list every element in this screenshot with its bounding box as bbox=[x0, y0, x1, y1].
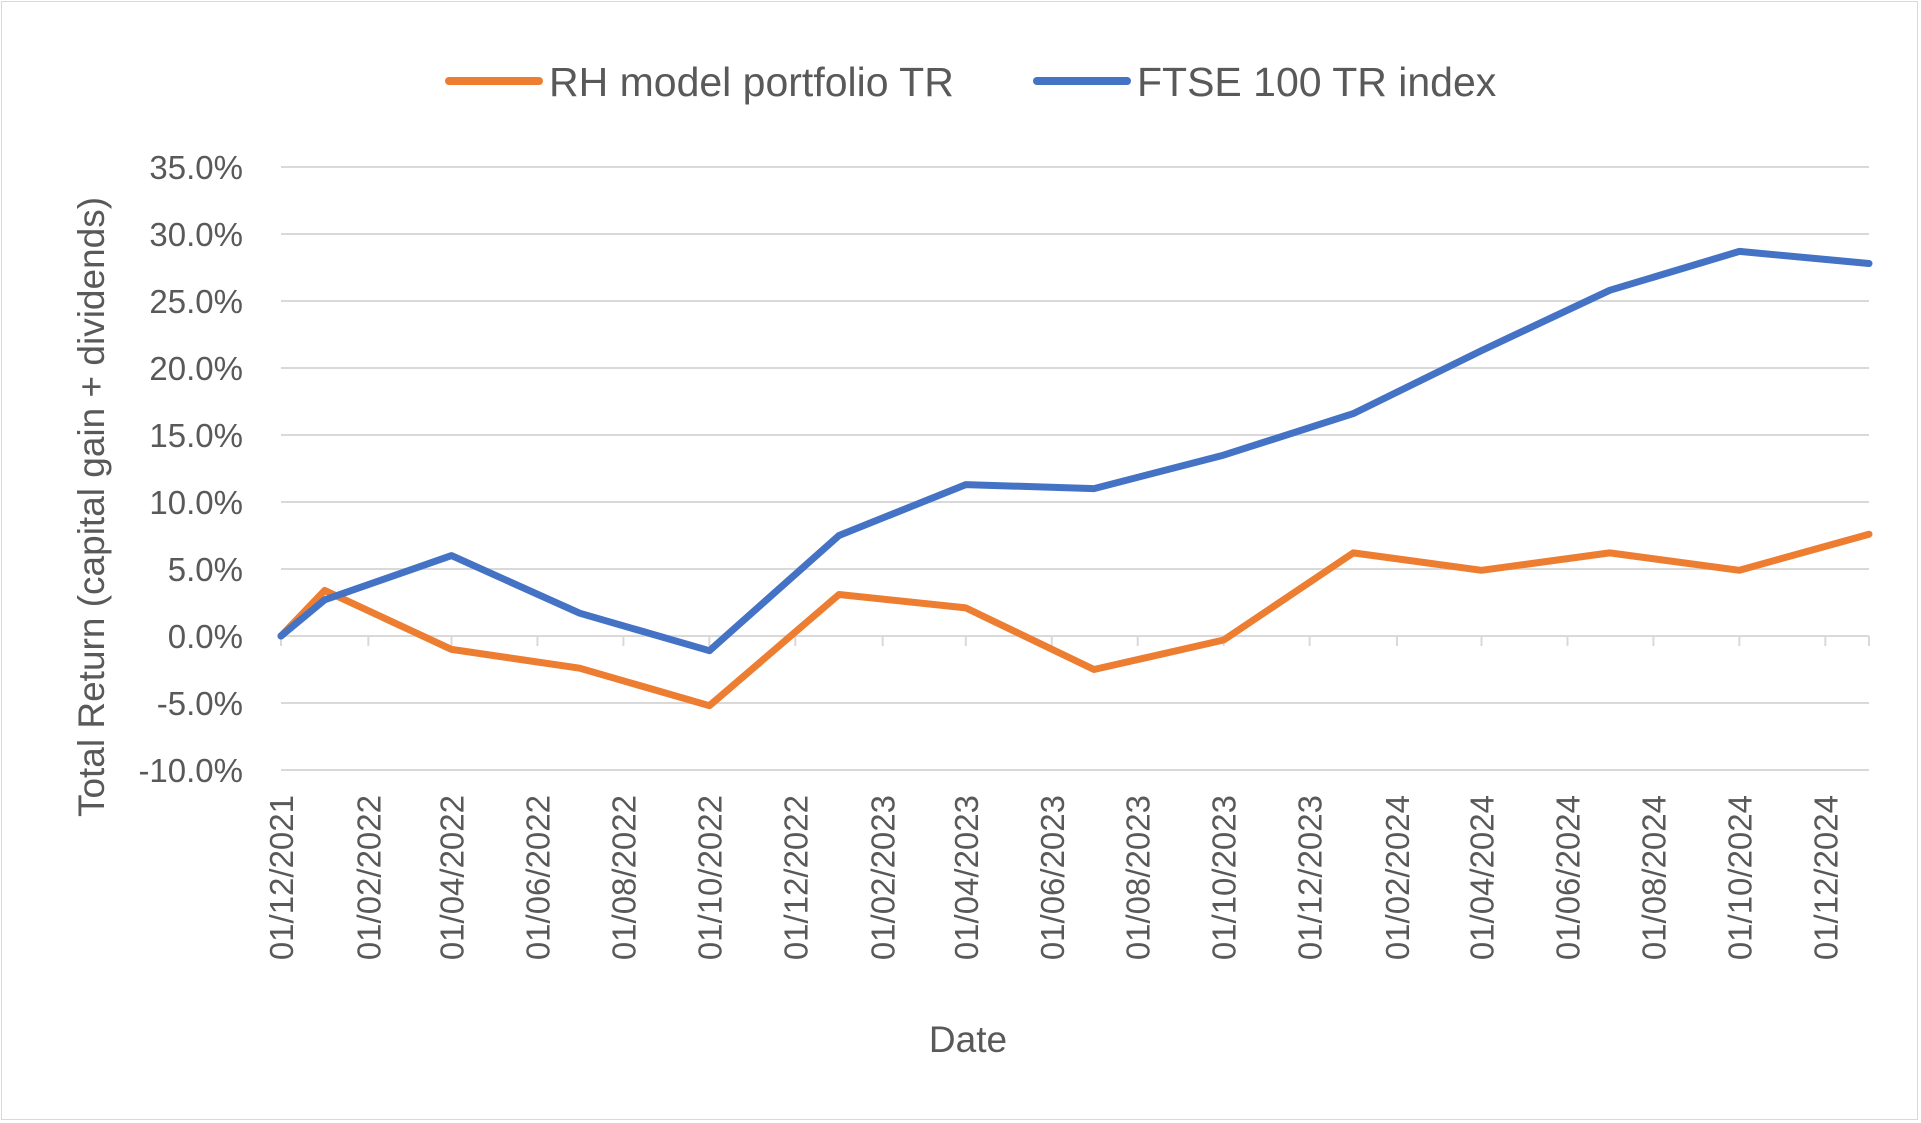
y-tick-label: -10.0% bbox=[138, 752, 243, 789]
x-tick-label: 01/06/2022 bbox=[519, 795, 556, 960]
x-tick-label: 01/12/2024 bbox=[1807, 795, 1844, 960]
y-tick-label: 30.0% bbox=[149, 216, 243, 253]
x-tick-label: 01/02/2023 bbox=[865, 795, 902, 960]
x-tick-label: 01/04/2022 bbox=[433, 795, 470, 960]
x-tick-label: 01/10/2022 bbox=[691, 795, 728, 960]
y-tick-label: 35.0% bbox=[149, 149, 243, 186]
x-tick-label: 01/12/2023 bbox=[1292, 795, 1329, 960]
x-tick-label: 01/08/2022 bbox=[605, 795, 642, 960]
x-tick-label: 01/10/2023 bbox=[1206, 795, 1243, 960]
series-line-ftse-100-tr-index bbox=[277, 247, 1873, 655]
y-tick-label: 5.0% bbox=[168, 551, 243, 588]
x-axis-title: Date bbox=[929, 1019, 1007, 1060]
series-line-rh-model-portfolio-tr bbox=[277, 530, 1873, 710]
y-tick-label: 10.0% bbox=[149, 484, 243, 521]
x-tick-label: 01/02/2022 bbox=[350, 795, 387, 960]
legend: RH model portfolio TR FTSE 100 TR index bbox=[445, 59, 1497, 105]
legend-label-rh-portfolio: RH model portfolio TR bbox=[549, 59, 954, 105]
x-tick-label: 01/04/2023 bbox=[948, 795, 985, 960]
x-tick-label: 01/08/2024 bbox=[1635, 795, 1672, 960]
x-tick-label: 01/06/2023 bbox=[1034, 795, 1071, 960]
x-tick-label: 01/12/2022 bbox=[777, 795, 814, 960]
y-tick-labels: -10.0% -5.0% 0.0% 5.0% 10.0% 15.0% 20.0% 25.0% 3… bbox=[138, 149, 243, 789]
x-tick-labels: 01/12/2021 01/02/2022 01/04/2022 01/06/2022… bbox=[263, 795, 1844, 960]
x-tick-label: 01/06/2024 bbox=[1549, 795, 1586, 960]
y-tick-label: 25.0% bbox=[149, 283, 243, 320]
x-tick-label: 01/10/2024 bbox=[1721, 795, 1758, 960]
y-tick-label: 0.0% bbox=[168, 618, 243, 655]
y-axis-title: Total Return (capital gain + dividends) bbox=[71, 197, 112, 817]
legend-label-ftse-100: FTSE 100 TR index bbox=[1137, 59, 1497, 105]
y-tick-label: 15.0% bbox=[149, 417, 243, 454]
x-axis bbox=[280, 635, 1870, 646]
gridlines bbox=[281, 166, 1869, 771]
x-tick-label: 01/04/2024 bbox=[1464, 795, 1501, 960]
x-tick-label: 01/12/2021 bbox=[263, 795, 300, 960]
x-tick-label: 01/02/2024 bbox=[1379, 795, 1416, 960]
y-tick-label: -5.0% bbox=[157, 685, 243, 722]
y-tick-label: 20.0% bbox=[149, 350, 243, 387]
series-lines bbox=[277, 247, 1873, 710]
x-tick-label: 01/08/2023 bbox=[1120, 795, 1157, 960]
